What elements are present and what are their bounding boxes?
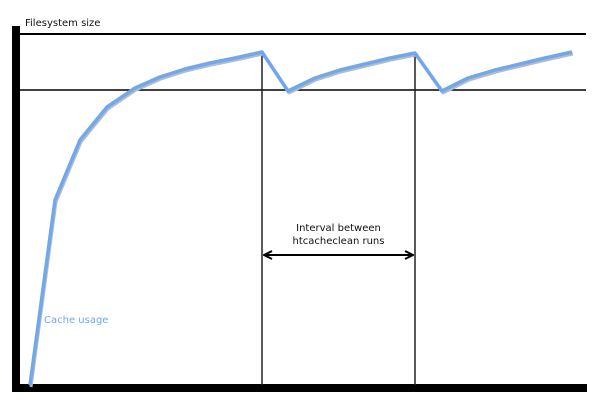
y-axis	[12, 26, 20, 392]
cache-usage-shadow	[29, 52, 574, 388]
y-axis-label: Filesystem size	[25, 18, 101, 29]
interval-label-line2: htcacheclean runs	[292, 236, 385, 247]
curve-label: Cache usage	[44, 315, 109, 326]
interval-label-line1: Interval between	[296, 223, 381, 234]
cache-usage-curve	[28, 50, 573, 386]
x-axis	[12, 384, 587, 392]
